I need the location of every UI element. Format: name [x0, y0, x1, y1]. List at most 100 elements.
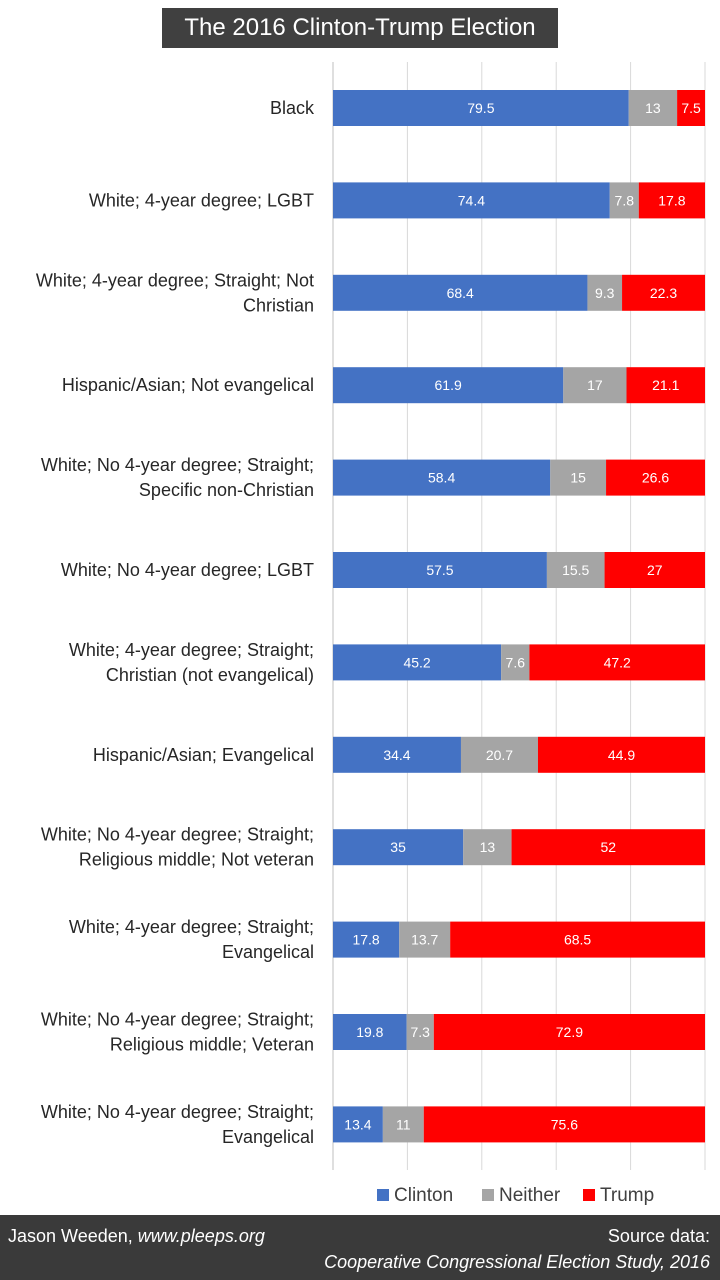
data-label: 19.8 [356, 1024, 383, 1040]
author-name: Jason Weeden, [8, 1226, 133, 1246]
bar-trump [423, 1106, 705, 1143]
bar-clinton [333, 644, 502, 681]
data-label: 7.5 [681, 100, 701, 116]
data-label: 27 [647, 562, 663, 578]
legend-label-trump: Trump [600, 1185, 654, 1206]
bar-trump [511, 829, 705, 866]
bar-trump [638, 182, 705, 219]
bar-neither [460, 736, 538, 773]
bar-neither [463, 829, 512, 866]
legend: Clinton Neither Trump [377, 1185, 654, 1206]
bar-neither [609, 182, 639, 219]
bar-neither [501, 644, 530, 681]
category-label: White; 4-year degree; Straight; Evangelic… [69, 917, 314, 962]
bar-trump [622, 274, 705, 311]
bars: 79.5 13 7.5 74.4 7.8 17.8 68.4 9.3 22.3 61.9 17 21.… [333, 90, 705, 1143]
bar-clinton [333, 921, 400, 958]
category-label: White; No 4-year degree; Straight; Religi… [41, 825, 314, 870]
legend-swatch-clinton [377, 1189, 389, 1201]
bar-neither [399, 921, 451, 958]
bar-clinton [333, 182, 610, 219]
source-study: Cooperative Congressional Election Study… [324, 1252, 710, 1272]
stacked-bar-chart: Black White; 4-year degree; LGBT White; 4-… [36, 62, 706, 1206]
data-label: 17.8 [352, 932, 379, 948]
bar-clinton [333, 459, 551, 496]
data-label: 13.7 [411, 932, 438, 948]
category-label-line: White; No 4-year degree; Straight; [41, 1010, 314, 1030]
bar-clinton [333, 736, 461, 773]
data-label: 58.4 [428, 470, 455, 486]
data-label: 7.6 [506, 654, 526, 670]
data-label: 52 [600, 839, 616, 855]
category-label-line: White; 4-year degree; Straight; Not [36, 270, 314, 290]
bar-clinton [333, 274, 588, 311]
bar-neither [546, 552, 605, 588]
category-label-line: Religious middle; Not veteran [79, 850, 314, 870]
data-label: 61.9 [435, 377, 462, 393]
category-label-line: White; No 4-year degree; Straight; [41, 455, 314, 475]
category-label: Hispanic/Asian; Not evangelical [62, 375, 314, 395]
bar-clinton [333, 1014, 407, 1050]
category-label-line: Specific non-Christian [139, 480, 314, 500]
category-label-line: Christian (not evangelical) [106, 665, 314, 685]
category-label-line: White; 4-year degree; Straight; [69, 917, 314, 937]
bar-neither [563, 367, 627, 404]
bar-clinton [333, 829, 464, 866]
category-label-line: Evangelical [222, 1127, 314, 1147]
category-label-line: White; 4-year degree; Straight; [69, 640, 314, 660]
category-label: White; No 4-year degree; LGBT [61, 560, 314, 580]
category-label: White; No 4-year degree; Straight; Evange… [41, 1102, 314, 1147]
legend-label-neither: Neither [499, 1185, 561, 1206]
data-label: 75.6 [551, 1116, 578, 1132]
data-label: 9.3 [595, 285, 615, 301]
category-label: White; 4-year degree; Straight; Not Chris… [36, 270, 314, 315]
data-label: 20.7 [486, 747, 513, 763]
bar-neither [628, 90, 678, 126]
category-label: White; 4-year degree; LGBT [89, 190, 314, 210]
legend-swatch-neither [482, 1189, 494, 1201]
data-label: 22.3 [650, 285, 677, 301]
category-label-line: Hispanic/Asian; Not evangelical [62, 375, 314, 395]
bar-trump [606, 459, 705, 496]
data-label: 21.1 [652, 377, 679, 393]
bar-trump [537, 736, 705, 773]
author-site: www.pleeps.org [137, 1226, 265, 1246]
data-label: 17 [587, 377, 603, 393]
data-label: 74.4 [458, 192, 485, 208]
bar-clinton [333, 90, 629, 126]
data-label: 7.8 [615, 192, 635, 208]
bar-neither [382, 1106, 424, 1143]
footer: Jason Weeden, www.pleeps.org Source data… [0, 1215, 720, 1280]
data-label: 13 [480, 839, 496, 855]
gridlines [332, 62, 706, 1170]
data-label: 17.8 [658, 192, 685, 208]
data-label: 34.4 [383, 747, 410, 763]
data-label: 44.9 [608, 747, 635, 763]
bar-trump [433, 1014, 705, 1050]
bar-clinton [333, 552, 547, 588]
source-label: Source data: [607, 1226, 710, 1246]
category-label-line: Christian [243, 295, 314, 315]
category-label-line: White; No 4-year degree; Straight; [41, 825, 314, 845]
bar-trump [529, 644, 705, 681]
category-label: White; No 4-year degree; Straight; Specif… [41, 455, 314, 500]
data-label: 57.5 [426, 562, 453, 578]
data-label: 13.4 [344, 1116, 371, 1132]
category-label-line: Black [270, 98, 315, 118]
data-label: 15 [570, 470, 586, 486]
bar-trump [626, 367, 705, 404]
data-label: 7.3 [410, 1024, 430, 1040]
data-label: 35 [390, 839, 406, 855]
data-label: 26.6 [642, 470, 669, 486]
bar-clinton [333, 367, 564, 404]
category-label-line: White; No 4-year degree; Straight; [41, 1102, 314, 1122]
bar-trump [604, 552, 705, 588]
legend-label-clinton: Clinton [394, 1185, 453, 1206]
author-credit: Jason Weeden, www.pleeps.org [8, 1226, 265, 1247]
bar-neither [587, 274, 623, 311]
category-label-line: Religious middle; Veteran [110, 1035, 314, 1055]
category-label: Black [270, 98, 315, 118]
data-label: 15.5 [562, 562, 589, 578]
category-label: Hispanic/Asian; Evangelical [93, 745, 314, 765]
data-label: 47.2 [604, 654, 631, 670]
